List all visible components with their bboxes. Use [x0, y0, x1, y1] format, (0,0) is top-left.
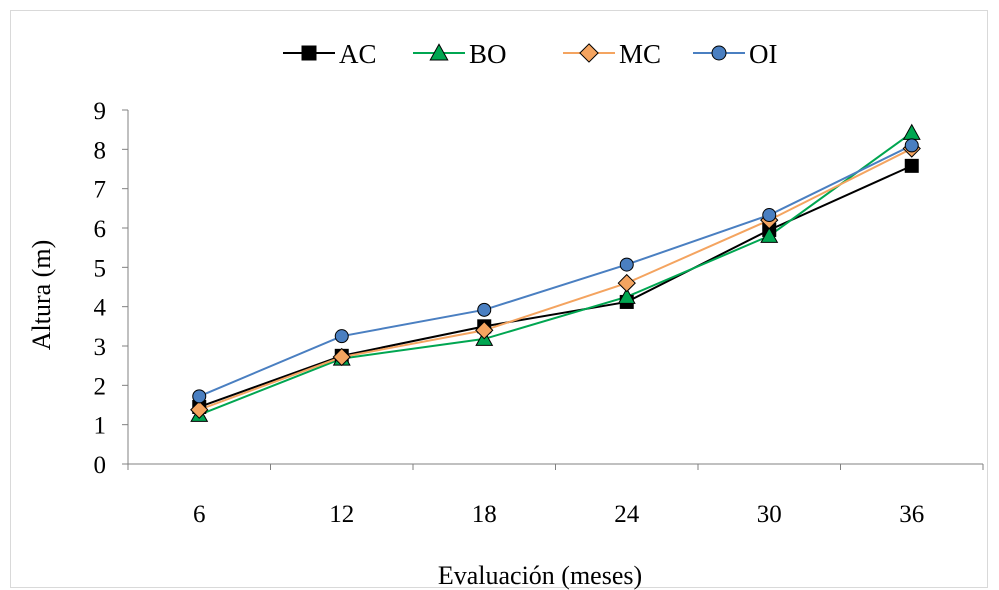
y-tick-label: 0	[94, 452, 107, 479]
y-tick-labels: 0 1 2 3 4 5 6 7 8 9	[94, 98, 107, 479]
data-point-mc	[617, 273, 636, 293]
data-point-ac	[904, 158, 919, 173]
y-axis-title: Altura (m)	[27, 240, 56, 350]
data-point-oi	[192, 389, 207, 404]
legend-item-bo: BO	[413, 39, 507, 69]
series-line-oi	[198, 144, 913, 398]
series-mc	[198, 147, 913, 411]
y-tick-label: 7	[94, 177, 107, 204]
data-point-mc	[332, 347, 351, 367]
data-point-mc	[475, 321, 494, 340]
series-oi	[198, 144, 913, 398]
chart-frame	[10, 10, 988, 588]
data-point-bo	[902, 123, 921, 140]
series-line-mc	[198, 147, 913, 411]
data-point-oi	[904, 138, 919, 153]
data-point-mc	[190, 400, 209, 419]
series-line-bo	[198, 132, 913, 416]
legend-label: MC	[619, 39, 661, 69]
series-markers-oi	[192, 138, 919, 404]
data-point-oi	[762, 208, 777, 223]
x-tick-label: 30	[757, 501, 782, 528]
legend-item-mc: MC	[563, 39, 661, 69]
legend-label: AC	[339, 39, 377, 69]
data-point-bo	[760, 226, 779, 243]
data-point-oi	[477, 302, 492, 317]
legend-item-ac: AC	[283, 39, 377, 69]
legend-marker	[711, 45, 727, 61]
legend-marker	[429, 43, 449, 61]
y-tick-label: 3	[94, 334, 107, 361]
y-tick-label: 4	[94, 295, 107, 322]
legend-marker	[579, 43, 599, 63]
series-markers-bo	[190, 123, 921, 422]
legend-label: BO	[469, 39, 507, 69]
x-tick-label: 24	[614, 501, 640, 528]
x-tick-labels: 6 12 18 24 30 36	[193, 501, 924, 528]
y-tick-label: 2	[94, 373, 107, 400]
x-tick-label: 36	[899, 501, 924, 528]
y-tick-label: 8	[94, 137, 107, 164]
y-tick-label: 9	[94, 98, 107, 125]
legend-marker	[301, 45, 317, 61]
series-bo	[198, 132, 913, 416]
x-tick-label: 18	[472, 501, 497, 528]
y-tick-label: 5	[94, 255, 107, 282]
data-point-oi	[619, 257, 634, 272]
series-markers-mc	[190, 139, 921, 419]
legend: AC BO MC OI	[283, 39, 778, 69]
legend-item-oi: OI	[693, 39, 778, 69]
x-axis-title: Evaluación (meses)	[438, 561, 642, 590]
data-point-oi	[334, 329, 349, 344]
axes	[122, 109, 984, 470]
data-point-bo	[617, 287, 636, 304]
series-group	[190, 123, 921, 422]
x-tick-label: 12	[329, 501, 354, 528]
y-tick-label: 6	[94, 216, 107, 243]
y-tick-label: 1	[94, 413, 107, 440]
x-tick-label: 6	[193, 501, 206, 528]
legend-label: OI	[749, 39, 778, 69]
